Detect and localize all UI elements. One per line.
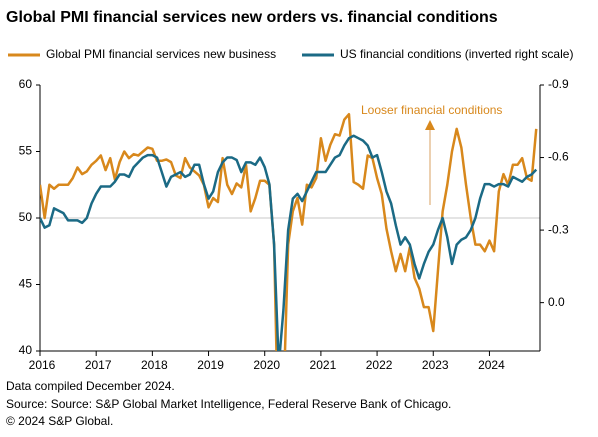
x-tick-label: 2017 <box>85 358 112 372</box>
y2-tick-label: -0.3 <box>548 222 569 236</box>
x-tick-label: 2023 <box>422 358 449 372</box>
x-tick-label: 2019 <box>197 358 224 372</box>
y-tick-label: 45 <box>19 277 33 291</box>
y2-tick-label: -0.6 <box>548 150 569 164</box>
y-tick-label: 60 <box>19 77 33 91</box>
annotation: Looser financial conditions <box>361 103 502 117</box>
footnote: Data compiled December 2024. <box>6 379 175 393</box>
y2-tick-label: 0.0 <box>548 295 565 309</box>
x-tick-label: 2021 <box>310 358 337 372</box>
series-line <box>40 134 538 351</box>
x-tick-label: 2018 <box>141 358 168 372</box>
chart-title: Global PMI financial services new orders… <box>6 9 498 26</box>
y2-tick-label: -0.9 <box>548 77 569 91</box>
x-tick-label: 2022 <box>366 358 393 372</box>
y-tick-label: 55 <box>19 144 33 158</box>
y-tick-label: 50 <box>19 210 33 224</box>
legend-label: Global PMI financial services new busine… <box>46 47 276 61</box>
y-tick-label: 40 <box>19 343 33 357</box>
footnote: © 2024 S&P Global. <box>6 414 113 428</box>
x-tick-label: 2020 <box>253 358 280 372</box>
x-tick-label: 2024 <box>478 358 505 372</box>
footnote: Source: Source: S&P Global Market Intell… <box>6 397 451 411</box>
annotation-arrowhead <box>425 120 435 130</box>
x-tick-label: 2016 <box>29 358 56 372</box>
legend-label: US financial conditions (inverted right … <box>340 47 573 61</box>
